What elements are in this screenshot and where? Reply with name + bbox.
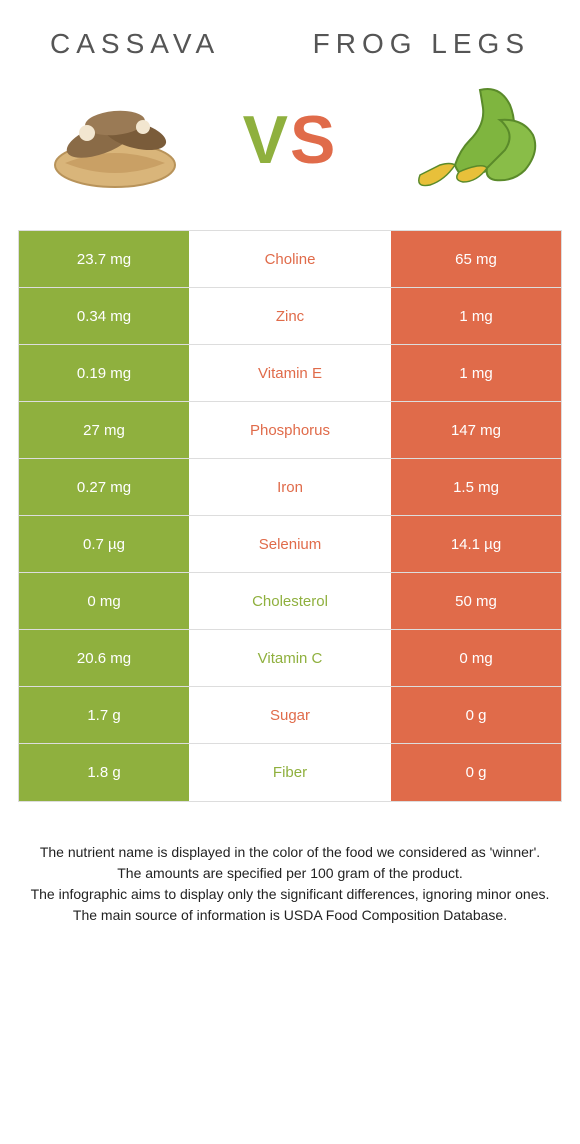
right-food-title: FROG LEGS — [313, 28, 530, 60]
table-row: 0 mgCholesterol50 mg — [19, 573, 561, 630]
nutrient-label: Selenium — [189, 516, 391, 572]
right-value-cell: 50 mg — [391, 573, 561, 629]
nutrient-label: Phosphorus — [189, 402, 391, 458]
vs-row: VS — [0, 70, 580, 230]
nutrient-label: Iron — [189, 459, 391, 515]
left-food-title: CASSAVA — [50, 28, 220, 60]
table-row: 0.34 mgZinc1 mg — [19, 288, 561, 345]
left-value-cell: 23.7 mg — [19, 231, 189, 287]
right-value-cell: 0 mg — [391, 630, 561, 686]
footer-line: The main source of information is USDA F… — [24, 905, 556, 926]
left-value-cell: 0.7 µg — [19, 516, 189, 572]
right-value-cell: 147 mg — [391, 402, 561, 458]
right-value-cell: 0 g — [391, 744, 561, 801]
right-value-cell: 65 mg — [391, 231, 561, 287]
right-value-cell: 1.5 mg — [391, 459, 561, 515]
left-value-cell: 27 mg — [19, 402, 189, 458]
table-row: 20.6 mgVitamin C0 mg — [19, 630, 561, 687]
nutrient-label: Vitamin C — [189, 630, 391, 686]
nutrient-label: Vitamin E — [189, 345, 391, 401]
right-value-cell: 0 g — [391, 687, 561, 743]
nutrient-label: Choline — [189, 231, 391, 287]
footer-line: The infographic aims to display only the… — [24, 884, 556, 905]
header: CASSAVA FROG LEGS — [0, 0, 580, 70]
right-value-cell: 14.1 µg — [391, 516, 561, 572]
table-row: 0.19 mgVitamin E1 mg — [19, 345, 561, 402]
table-row: 23.7 mgCholine65 mg — [19, 231, 561, 288]
footer-line: The nutrient name is displayed in the co… — [24, 842, 556, 863]
footer-notes: The nutrient name is displayed in the co… — [24, 842, 556, 926]
vs-label: VS — [243, 101, 338, 179]
comparison-table: 23.7 mgCholine65 mg0.34 mgZinc1 mg0.19 m… — [18, 230, 562, 802]
table-row: 1.7 gSugar0 g — [19, 687, 561, 744]
cassava-image — [30, 80, 200, 200]
left-value-cell: 0.34 mg — [19, 288, 189, 344]
nutrient-label: Cholesterol — [189, 573, 391, 629]
nutrient-label: Fiber — [189, 744, 391, 801]
footer-line: The amounts are specified per 100 gram o… — [24, 863, 556, 884]
nutrient-label: Sugar — [189, 687, 391, 743]
left-value-cell: 1.8 g — [19, 744, 189, 801]
left-value-cell: 0.27 mg — [19, 459, 189, 515]
left-value-cell: 0.19 mg — [19, 345, 189, 401]
left-value-cell: 1.7 g — [19, 687, 189, 743]
left-value-cell: 0 mg — [19, 573, 189, 629]
nutrient-label: Zinc — [189, 288, 391, 344]
table-row: 27 mgPhosphorus147 mg — [19, 402, 561, 459]
left-value-cell: 20.6 mg — [19, 630, 189, 686]
right-value-cell: 1 mg — [391, 345, 561, 401]
right-value-cell: 1 mg — [391, 288, 561, 344]
table-row: 1.8 gFiber0 g — [19, 744, 561, 801]
table-row: 0.7 µgSelenium14.1 µg — [19, 516, 561, 573]
table-row: 0.27 mgIron1.5 mg — [19, 459, 561, 516]
frog-legs-image — [380, 80, 550, 200]
vs-s-letter: S — [290, 102, 337, 178]
vs-v-letter: V — [243, 102, 290, 178]
